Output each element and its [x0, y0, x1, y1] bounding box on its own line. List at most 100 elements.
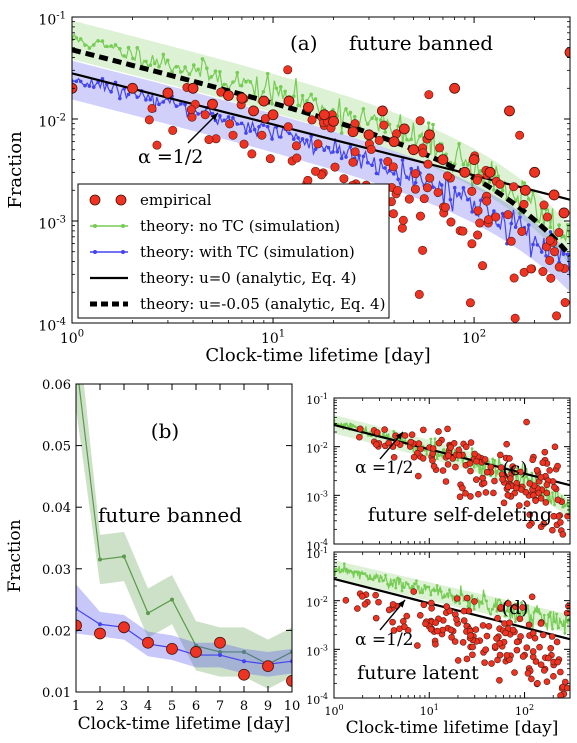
- sim-point: [309, 92, 314, 97]
- sim-point: [409, 166, 414, 171]
- sim-point: [222, 82, 227, 87]
- empirical-point: [454, 657, 462, 664]
- sim-point: [344, 567, 348, 571]
- sim-point: [388, 583, 392, 587]
- panel-a-alpha-label: α =1/2: [138, 146, 203, 168]
- sim-point: [382, 579, 385, 582]
- empirical-point: [356, 433, 363, 441]
- empirical-point: [471, 450, 478, 458]
- empirical-point: [504, 483, 512, 491]
- sim-point: [452, 185, 457, 190]
- panel-d-alpha-label: α =1/2: [355, 630, 414, 650]
- sim-point: [104, 44, 109, 49]
- sim-point: [495, 609, 499, 613]
- empirical-point: [517, 468, 524, 476]
- sim-point: [481, 602, 484, 605]
- empirical-point: [258, 95, 270, 107]
- sim-point: [458, 602, 462, 605]
- empirical-point: [554, 462, 561, 470]
- empirical-point: [550, 673, 557, 680]
- sim-point: [242, 659, 246, 664]
- empirical-point: [433, 187, 443, 197]
- sim-point: [530, 471, 534, 475]
- sim-point: [387, 122, 392, 127]
- y-tick-label: 10-1: [38, 10, 66, 28]
- sim-point: [336, 569, 340, 572]
- sim-point: [433, 437, 437, 441]
- empirical-point: [545, 255, 555, 265]
- sim-point: [339, 156, 344, 161]
- empirical-point: [372, 614, 380, 622]
- empirical-point: [467, 186, 477, 196]
- empirical-point: [361, 601, 369, 608]
- empirical-point: [410, 184, 420, 194]
- empirical-point: [283, 95, 295, 107]
- sim-point: [196, 67, 200, 72]
- sim-point: [313, 97, 318, 101]
- sim-point: [518, 611, 521, 614]
- sim-point: [152, 61, 157, 66]
- sim-point: [78, 37, 83, 41]
- empirical-point: [509, 463, 517, 470]
- empirical-point: [415, 211, 425, 221]
- empirical-point: [248, 105, 259, 117]
- plot-frame: [333, 551, 571, 699]
- empirical-point: [546, 273, 556, 283]
- empirical-point: [558, 207, 570, 219]
- panel-a-annotation: future banned: [349, 31, 493, 55]
- sim-point: [283, 89, 287, 94]
- sim-point: [218, 649, 222, 654]
- empirical-point: [467, 493, 474, 500]
- sim-point: [270, 101, 274, 106]
- empirical-point: [550, 247, 560, 257]
- sim-point: [174, 104, 179, 108]
- empirical-point: [452, 463, 459, 471]
- empirical-point: [466, 460, 474, 467]
- empirical-point: [482, 646, 489, 653]
- sim-point: [542, 613, 546, 617]
- empirical-point: [513, 646, 521, 654]
- y-tick-label: 0.06: [42, 378, 71, 393]
- sim-point: [261, 123, 266, 127]
- empirical-point: [292, 153, 302, 163]
- sim-point: [470, 447, 474, 451]
- sim-point: [278, 85, 283, 89]
- sim-point: [118, 96, 122, 101]
- sim-point: [161, 52, 166, 57]
- x-tick-label: 102: [462, 329, 486, 347]
- sim-point: [218, 653, 222, 658]
- empirical-point: [166, 642, 178, 655]
- empirical-point: [236, 92, 248, 104]
- empirical-point: [465, 298, 475, 308]
- empirical-point: [430, 462, 438, 470]
- sim-point: [551, 627, 554, 631]
- sim-point: [491, 607, 495, 611]
- empirical-point: [443, 603, 450, 610]
- y-tick-label: 10-3: [306, 489, 328, 504]
- legend-label: theory: no TC (simulation): [140, 217, 340, 235]
- empirical-point: [519, 199, 529, 209]
- empirical-point: [473, 230, 483, 240]
- sim-point: [178, 102, 183, 106]
- empirical-point: [475, 490, 482, 498]
- sim-point: [131, 56, 135, 61]
- sim-point: [205, 66, 209, 71]
- sim-point: [479, 198, 483, 203]
- sim-point: [347, 425, 350, 428]
- plot-frame: [71, 16, 571, 324]
- empirical-point: [537, 661, 545, 669]
- empirical-point: [397, 223, 407, 233]
- sim-point: [499, 601, 503, 605]
- empirical-point: [554, 658, 561, 666]
- empirical-point: [542, 499, 550, 506]
- plot-frame: [75, 383, 293, 693]
- sim-point: [548, 230, 553, 234]
- panel-c-alpha-label: α =1/2: [355, 458, 414, 478]
- sim-point: [546, 613, 550, 617]
- sim-point: [370, 116, 374, 121]
- sim-point: [538, 612, 542, 616]
- empirical-point: [372, 591, 379, 599]
- empirical-point: [418, 245, 428, 255]
